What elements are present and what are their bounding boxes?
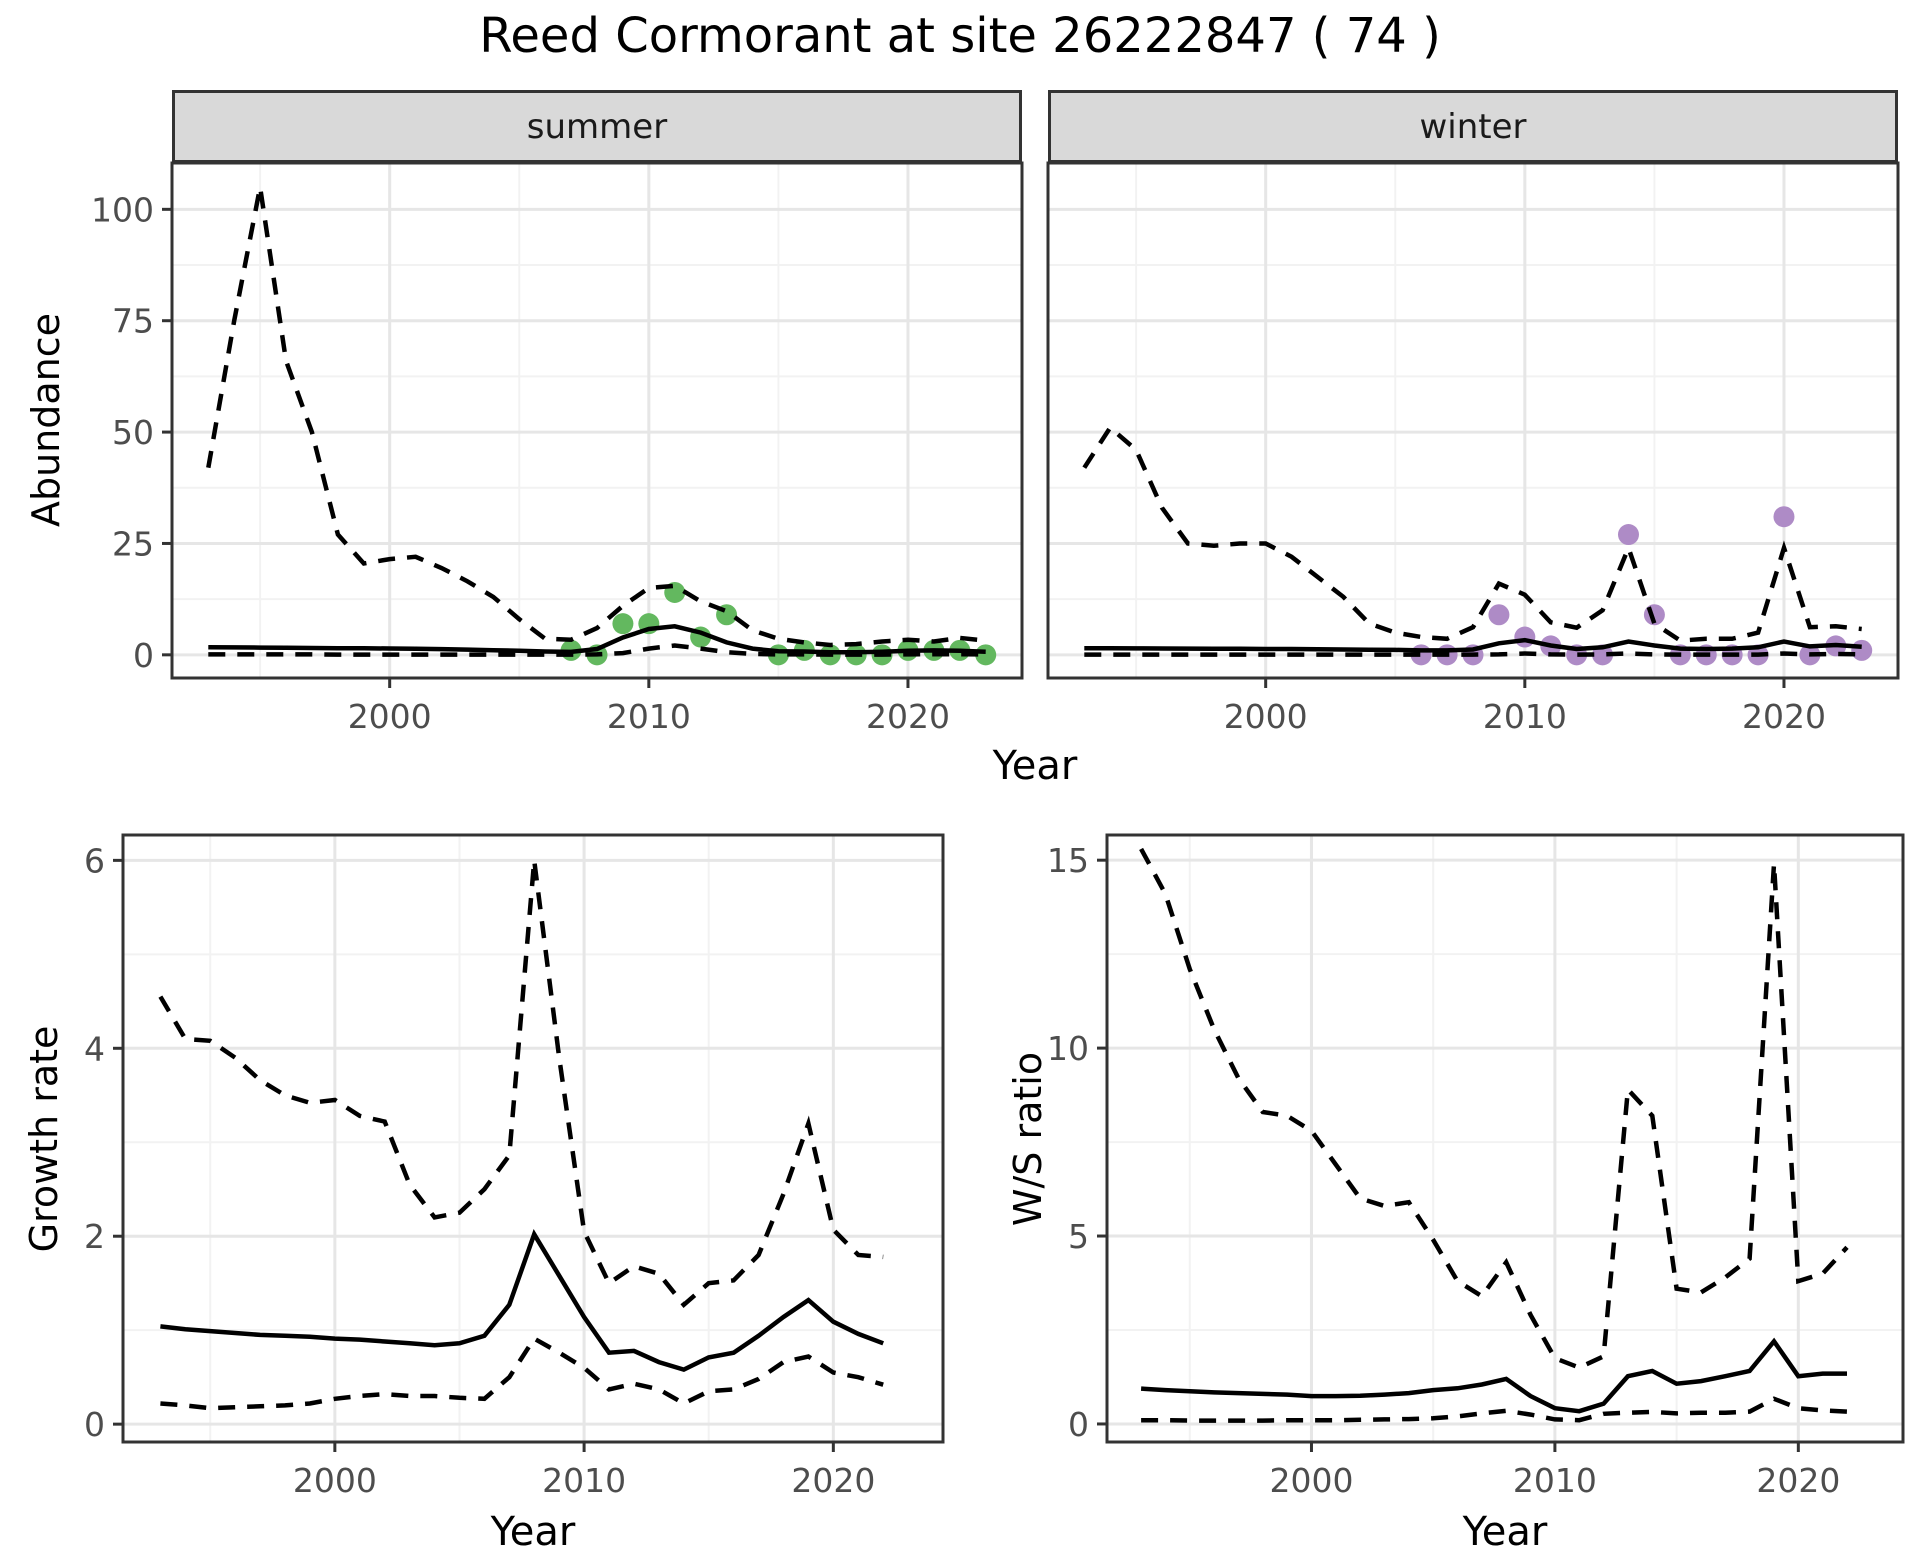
panel-background: [123, 835, 943, 1442]
y-tick-label: 0: [133, 636, 154, 675]
y-tick-label: 0: [84, 1405, 105, 1444]
x-tick-label: 2000: [348, 697, 432, 736]
panel-border: [1105, 833, 1905, 1444]
x-tick-label: 2010: [1483, 697, 1567, 736]
observed-winter-counts-point: [1488, 604, 1510, 626]
x-tick-label: 2000: [1224, 697, 1308, 736]
observed-winter-counts-point: [1617, 524, 1639, 546]
y-tick-label: 50: [112, 413, 154, 452]
series-upper_ci-line: [206, 186, 986, 648]
x-tick-label: 2000: [293, 1461, 377, 1500]
series-lower_ci-line: [160, 1335, 884, 1411]
panel-border: [1046, 161, 1900, 680]
series-fit-line: [208, 624, 986, 655]
x-tick-label: 2020: [866, 697, 950, 736]
series-fit-line: [1084, 637, 1862, 653]
x-axis-title-year-ws: Year: [1462, 1509, 1548, 1555]
observed-summer-counts-point: [975, 644, 997, 666]
series-upper_ci-line: [1139, 847, 1849, 1371]
x-tick-label: 2000: [1269, 1461, 1353, 1500]
facet-strip-summer-label: summer: [526, 106, 668, 147]
observed-summer-counts-point: [612, 613, 634, 635]
y-tick-label: 15: [1047, 841, 1089, 880]
series-lower_ci-line: [1084, 651, 1862, 657]
facet-strip-winter: winter: [1048, 90, 1898, 163]
panel-border: [121, 833, 945, 1444]
y-tick-label: 6: [84, 841, 105, 880]
y-tick-label: 10: [1047, 1029, 1089, 1068]
series-fit-line: [1140, 1337, 1847, 1414]
y-tick-label: 5: [1068, 1217, 1089, 1256]
series-fit-line: [160, 1229, 884, 1373]
x-tick-label: 2020: [791, 1461, 875, 1500]
series-lower_ci-line: [208, 643, 986, 657]
y-tick-label: 100: [91, 190, 154, 229]
observed-winter-counts-point: [1514, 626, 1536, 648]
page-title: Reed Cormorant at site 26222847 ( 74 ): [479, 8, 1441, 64]
x-tick-label: 2020: [1756, 1461, 1840, 1500]
y-tick-label: 25: [112, 524, 154, 563]
observed-winter-counts-point: [1851, 639, 1873, 661]
x-tick-label: 2020: [1742, 697, 1826, 736]
series-upper_ci-line: [1082, 424, 1862, 643]
x-tick-label: 2010: [542, 1461, 626, 1500]
x-axis-title-year-top: Year: [992, 743, 1078, 789]
x-tick-label: 2010: [607, 697, 691, 736]
panel-background: [1107, 835, 1903, 1442]
y-tick-label: 4: [84, 1029, 105, 1068]
facet-strip-winter-label: winter: [1419, 106, 1527, 147]
panel-background: [1048, 163, 1898, 678]
panel-border: [170, 161, 1024, 680]
observed-winter-counts-point: [1773, 506, 1795, 528]
series-lower_ci-line: [1141, 1396, 1848, 1423]
y-tick-label: 2: [84, 1217, 105, 1256]
x-axis-title-year-growth: Year: [490, 1509, 576, 1555]
panel-background: [172, 163, 1022, 678]
y-tick-label: 75: [112, 302, 154, 341]
x-tick-label: 2010: [1513, 1461, 1597, 1500]
y-tick-label: 0: [1068, 1405, 1089, 1444]
facet-strip-summer: summer: [172, 90, 1022, 163]
